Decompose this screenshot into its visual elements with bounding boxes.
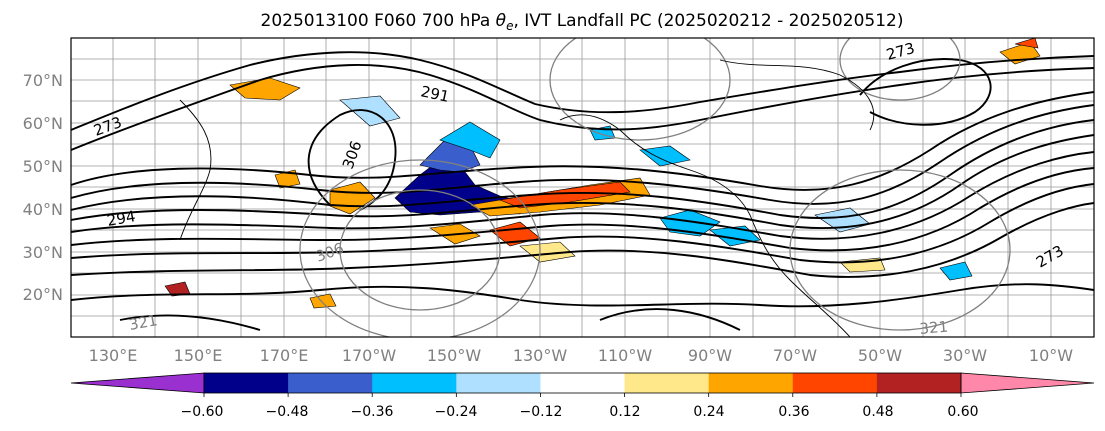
coastline [179, 99, 212, 241]
contour-line [71, 167, 1094, 252]
colorbar-extend-low [70, 372, 205, 394]
map-frame [70, 37, 1095, 338]
lon-tick-label: 150°E [174, 346, 223, 365]
lon-tick-label: 150°W [427, 346, 482, 365]
longitude-axis: 130°E 150°E 170°E 170°W 150°W 130°W 110°… [89, 346, 1074, 365]
contour-line [71, 283, 1094, 308]
contour-line [599, 308, 741, 331]
colorbar-swatch [372, 373, 457, 393]
colorbar-tick-label: 0.60 [947, 404, 978, 420]
colorbar-tick-label: −0.12 [520, 404, 563, 420]
contour-line [71, 51, 1094, 131]
ivt-contour [839, 38, 961, 101]
contour-line [71, 183, 1094, 264]
contour-line [71, 151, 1094, 240]
shade-positive-red-3 [1014, 38, 1039, 49]
colorbar-outline [203, 372, 962, 394]
colorbar-swatch [204, 373, 289, 393]
shade-positive-yellow-1 [519, 241, 576, 263]
colorbar-swatch [540, 373, 626, 393]
colorbar-swatch [876, 373, 962, 393]
contour-label: 321 [919, 318, 949, 338]
colorbar-tick-label: 0.24 [693, 404, 724, 420]
colorbar-swatch [708, 373, 794, 393]
colorbar-extend-high [960, 372, 1095, 394]
shade-positive-red-1 [498, 181, 631, 209]
lat-tick-label: 60°N [23, 114, 63, 133]
colorbar-swatch [288, 373, 373, 393]
colorbar-tick-label: 0.36 [778, 404, 809, 420]
contour-line [71, 104, 1094, 205]
colorbar-tick-label: −0.36 [351, 404, 394, 420]
lat-tick-label: 50°N [23, 157, 63, 176]
contour-line [119, 314, 261, 331]
colorbar-tick-label: −0.24 [435, 404, 478, 420]
lon-tick-label: 70°W [773, 346, 817, 365]
shade-negative-light-1 [439, 121, 501, 159]
ivt-contour [299, 159, 541, 337]
colorbar-swatch [792, 373, 878, 393]
lon-tick-label: 50°W [858, 346, 902, 365]
contour-line [71, 134, 1094, 229]
lon-tick-label: 130°E [89, 346, 138, 365]
coastline [719, 59, 875, 131]
colorbar-swatch [456, 373, 541, 393]
contour-line [859, 58, 992, 126]
lon-tick-label: 110°W [598, 346, 653, 365]
lon-tick-label: 90°W [688, 346, 732, 365]
colorbar-swatches [70, 372, 1095, 397]
ivt-contour [789, 169, 1011, 331]
contour-line [307, 109, 397, 211]
lon-tick-label: 10°W [1029, 346, 1073, 365]
lat-tick-label: 70°N [23, 71, 63, 90]
contour-label: 321 [128, 311, 159, 334]
map-panel: 291 273 294 273 306 306 273 321 321 [70, 37, 1095, 338]
ivt-contour [339, 189, 501, 311]
lon-tick-label: 30°W [943, 346, 987, 365]
shade-negative-light-4 [639, 145, 691, 167]
colorbar: −0.60 −0.48 −0.36 −0.24 −0.12 0.12 0.24 … [70, 372, 1095, 420]
shade-positive-orange-6 [274, 169, 301, 189]
ivt-contours [299, 38, 1011, 337]
latitude-axis: 70°N 60°N 50°N 40°N 30°N 20°N [23, 71, 63, 304]
lat-tick-label: 30°N [23, 243, 63, 262]
lon-tick-label: 170°W [342, 346, 397, 365]
lon-tick-label: 170°E [260, 346, 309, 365]
contour-line [71, 119, 1094, 219]
theta-e-contours [71, 51, 1094, 331]
contour-line [71, 64, 1094, 151]
contour-label: 294 [106, 207, 137, 230]
coastlines [179, 59, 875, 337]
lat-tick-label: 20°N [23, 285, 63, 304]
contour-label: 291 [419, 82, 451, 106]
figure-title: 2025013100 F060 700 hPa θe, IVT Landfall… [261, 11, 904, 33]
colorbar-ticks: −0.60 −0.48 −0.36 −0.24 −0.12 0.12 0.24 … [181, 404, 979, 420]
lat-tick-label: 40°N [23, 200, 63, 219]
shade-negative-light-5 [939, 261, 973, 281]
ivt-contour [549, 38, 731, 141]
contour-line [71, 91, 1094, 191]
colorbar-swatch [624, 373, 710, 393]
shade-positive-orange-7 [309, 293, 337, 309]
contour-line [71, 202, 1094, 278]
colorbar-tick-label: 0.48 [862, 404, 893, 420]
colorbar-tick-label: −0.48 [266, 404, 309, 420]
coastline [559, 114, 851, 337]
lon-tick-label: 130°W [513, 346, 568, 365]
colorbar-tick-label: 0.12 [609, 404, 640, 420]
colorbar-tick-label: −0.60 [181, 404, 224, 420]
